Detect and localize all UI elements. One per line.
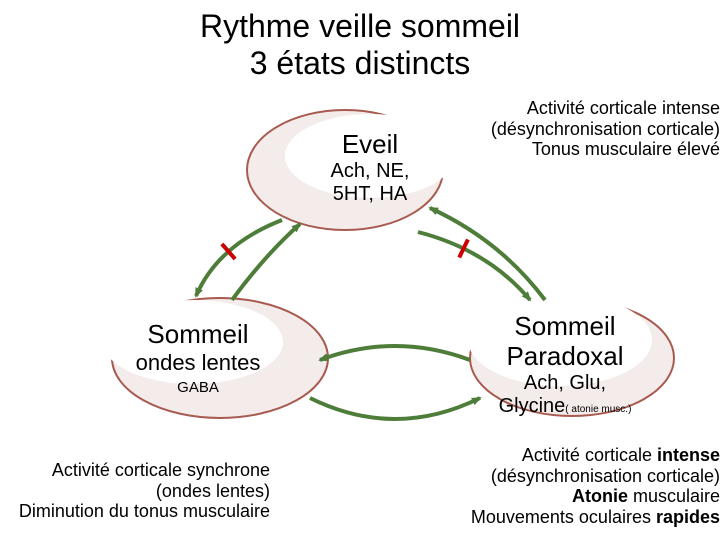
paradox-desc-line2: (désynchronisation corticale) — [440, 466, 720, 487]
arrow-paradox-to-sommeil — [320, 346, 470, 360]
paradox-desc-line3: Atonie musculaire — [440, 486, 720, 507]
eveil-desc-line2: (désynchronisation corticale) — [450, 119, 720, 140]
paradoxal-label1: Sommeil — [470, 312, 660, 342]
node-paradoxal: Sommeil Paradoxal Ach, Glu, Glycine( ato… — [470, 312, 660, 418]
paradoxal-label2: Paradoxal — [470, 342, 660, 372]
paradox-desc-line3a: Atonie — [572, 486, 628, 506]
sommeil-sub2: GABA — [108, 379, 288, 396]
arrow-sommeil-to-eveil — [232, 224, 300, 300]
eveil-sub2: 5HT, HA — [300, 183, 440, 206]
paradox-desc-line1: Activité corticale intense — [440, 445, 720, 466]
paradox-desc-line4b: rapides — [656, 507, 720, 527]
sommeil-desc-line2: (ondes lentes) — [0, 481, 270, 502]
arrow-paradox-to-eveil — [430, 208, 545, 300]
eveil-sub1: Ach, NE, — [300, 160, 440, 183]
paradoxal-sub1: Ach, Glu, — [470, 372, 660, 395]
annotation-eveil: Activité corticale intense (désynchronis… — [450, 98, 720, 160]
arrow-sommeil-to-paradox — [310, 398, 480, 419]
paradox-desc-line4: Mouvements oculaires rapides — [440, 507, 720, 528]
sommeil-label: Sommeil — [108, 320, 288, 350]
paradox-desc-line3b: musculaire — [628, 486, 720, 506]
eveil-desc-line3: Tonus musculaire élevé — [450, 139, 720, 160]
eveil-desc-line1: Activité corticale intense — [450, 98, 720, 119]
paradoxal-sub2: Glycine( atonie musc.) — [470, 395, 660, 418]
sommeil-desc-line3: Diminution du tonus musculaire — [0, 501, 270, 522]
sommeil-sub1: ondes lentes — [108, 350, 288, 375]
annotation-sommeil: Activité corticale synchrone (ondes lent… — [0, 460, 270, 522]
eveil-label: Eveil — [300, 130, 440, 160]
annotation-paradoxal: Activité corticale intense (désynchronis… — [440, 445, 720, 528]
sommeil-desc-line1: Activité corticale synchrone — [0, 460, 270, 481]
paradox-desc-line4a: Mouvements oculaires — [471, 507, 656, 527]
node-sommeil: Sommeil ondes lentes GABA — [108, 320, 288, 396]
paradox-desc-line1b: intense — [657, 445, 720, 465]
paradox-desc-line1a: Activité corticale — [522, 445, 657, 465]
paradoxal-sub2a: Glycine — [499, 395, 566, 417]
arrow-eveil-to-sommeil — [196, 220, 282, 296]
node-eveil: Eveil Ach, NE, 5HT, HA — [300, 130, 440, 206]
paradoxal-sub2b: ( atonie musc.) — [565, 404, 631, 415]
